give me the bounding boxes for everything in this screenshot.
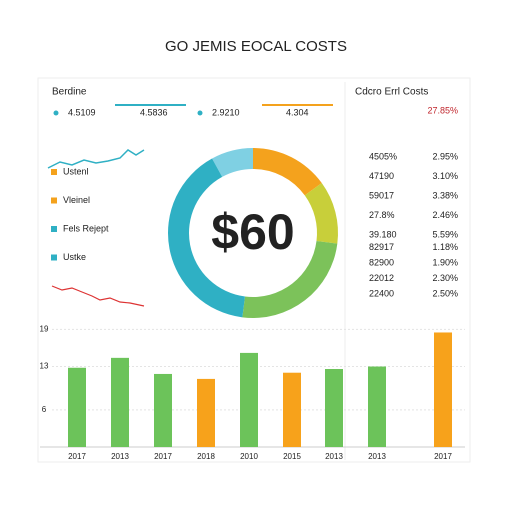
legend-swatch — [51, 169, 57, 175]
donut-segment — [242, 241, 338, 318]
table-cell: 3.10% — [432, 171, 458, 181]
legend-swatch — [51, 226, 57, 232]
legend-label: Vleinel — [63, 195, 90, 205]
kpi-value: 4.5109 — [68, 107, 96, 117]
table-cell: 1.18% — [432, 242, 458, 252]
kpi-label: Berdine — [52, 87, 87, 98]
kpi-value: 2.9210 — [212, 107, 240, 117]
legend-label: Ustke — [63, 252, 86, 262]
x-tick-label: 2010 — [240, 452, 258, 461]
table-cell: 27.8% — [369, 210, 395, 220]
table-cell: 82917 — [369, 242, 394, 252]
donut-segment — [253, 148, 322, 196]
donut-center-label: $60 — [211, 204, 294, 260]
y-tick-label: 6 — [42, 405, 47, 414]
table-cell: 82900 — [369, 257, 394, 267]
bar — [68, 367, 86, 447]
table-cell: 2.50% — [432, 288, 458, 298]
kpi-dot — [53, 110, 59, 116]
kpi-value: 4.5836 — [140, 107, 168, 117]
legend-swatch — [51, 197, 57, 204]
table-cell: 1.90% — [432, 257, 458, 267]
table-cell: 22012 — [369, 273, 394, 283]
x-tick-label: 2013 — [368, 452, 386, 461]
legend-label: Fels Rejept — [63, 223, 109, 233]
bar — [283, 372, 301, 447]
table-highlight: 27.85% — [427, 105, 458, 115]
donut-segment — [304, 183, 338, 244]
sparkline — [47, 149, 145, 169]
x-tick-label: 2017 — [68, 452, 86, 461]
kpi-dot — [197, 110, 203, 116]
bar — [111, 357, 129, 447]
table-cell: 2.46% — [432, 210, 458, 220]
panel — [37, 77, 471, 463]
x-tick-label: 2017 — [434, 452, 452, 461]
legend-swatch — [51, 254, 57, 261]
table-cell: 2.95% — [432, 151, 458, 161]
x-tick-label: 2017 — [154, 452, 172, 461]
title: GO JEMIS EOCAL COSTS — [165, 38, 347, 55]
bar — [368, 366, 386, 447]
bar — [240, 352, 258, 447]
table-title: Cdcro Errl Costs — [355, 87, 428, 98]
table-cell: 59017 — [369, 190, 394, 200]
x-tick-label: 2013 — [325, 452, 343, 461]
table-cell: 4505% — [369, 151, 397, 161]
legend-label: Ustenl — [63, 166, 89, 176]
kpi-value: 4.304 — [286, 107, 309, 117]
table-cell: 3.38% — [432, 190, 458, 200]
bar — [325, 369, 343, 447]
bar — [154, 373, 172, 447]
x-tick-label: 2015 — [283, 452, 301, 461]
table-cell: 2.30% — [432, 273, 458, 283]
table-cell: 5.59% — [432, 229, 458, 239]
y-tick-label: 13 — [40, 362, 49, 371]
sparkline — [51, 285, 145, 307]
table-cell: 39.180 — [369, 229, 397, 239]
donut-segment — [167, 158, 245, 318]
bar — [197, 378, 215, 447]
table-cell: 47190 — [369, 171, 394, 181]
y-tick-label: 19 — [40, 324, 49, 333]
x-tick-label: 2013 — [111, 452, 129, 461]
x-tick-label: 2018 — [197, 452, 215, 461]
table-cell: 22400 — [369, 288, 394, 298]
bar — [434, 332, 452, 447]
donut-segment — [212, 148, 253, 177]
